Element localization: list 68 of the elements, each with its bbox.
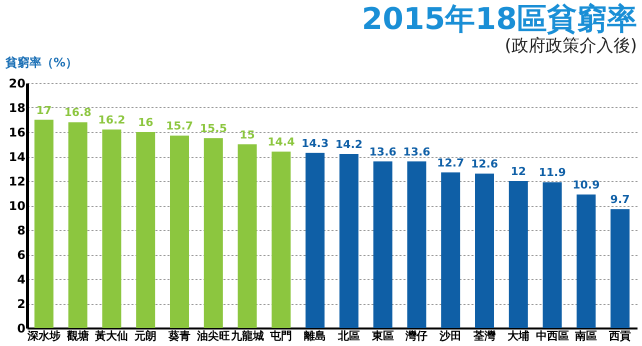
data-label: 9.7 bbox=[610, 193, 630, 206]
data-label: 16.8 bbox=[64, 106, 92, 120]
chart-title: 2015年18區貧窮率 bbox=[362, 2, 637, 37]
bar bbox=[68, 122, 88, 328]
data-label: 14.2 bbox=[335, 138, 363, 152]
x-tick-label: 西貢 bbox=[608, 330, 632, 342]
x-tick-label: 葵青 bbox=[168, 330, 190, 342]
x-tick-label: 觀塘 bbox=[66, 330, 89, 342]
y-tick-label: 6 bbox=[17, 248, 26, 262]
data-label: 13.6 bbox=[403, 145, 431, 158]
x-tick-label: 油尖旺 bbox=[196, 330, 230, 342]
bar bbox=[272, 152, 291, 328]
data-label: 12 bbox=[510, 165, 526, 178]
data-label: 11.9 bbox=[538, 166, 566, 180]
bar bbox=[204, 138, 223, 328]
y-tick-label: 16 bbox=[8, 126, 26, 140]
x-tick-label: 東區 bbox=[370, 330, 394, 342]
y-tick-label: 0 bbox=[17, 322, 26, 336]
y-tick-label: 10 bbox=[8, 199, 26, 213]
y-tick-label: 2 bbox=[17, 297, 26, 311]
bar bbox=[373, 161, 392, 328]
x-tick-label: 離島 bbox=[303, 330, 326, 342]
x-tick-label: 黃大仙 bbox=[94, 330, 128, 342]
bar bbox=[136, 132, 156, 328]
x-tick-label: 灣仔 bbox=[404, 330, 428, 342]
bar bbox=[508, 181, 528, 328]
y-axis-title: 貧窮率（%） bbox=[4, 56, 78, 70]
x-tick-label: 北區 bbox=[336, 330, 360, 342]
data-label: 14.3 bbox=[301, 136, 329, 150]
chart-subtitle: (政府政策介入後) bbox=[504, 36, 637, 56]
data-label: 10.9 bbox=[572, 178, 600, 192]
x-tick-label: 元朗 bbox=[134, 330, 157, 342]
y-tick-label: 12 bbox=[8, 174, 26, 188]
bar bbox=[339, 154, 358, 328]
y-tick-label: 14 bbox=[8, 150, 26, 164]
y-tick-label: 8 bbox=[17, 224, 26, 238]
x-tick-label: 深水埗 bbox=[26, 330, 60, 342]
data-label: 12.7 bbox=[437, 156, 464, 170]
bar bbox=[34, 120, 54, 328]
x-tick-label: 荃灣 bbox=[472, 330, 496, 342]
data-label: 15 bbox=[240, 128, 255, 142]
data-label: 13.6 bbox=[369, 145, 397, 158]
bar bbox=[170, 136, 189, 328]
y-tick-label: 18 bbox=[8, 101, 26, 115]
x-tick-label: 屯門 bbox=[269, 330, 292, 342]
bar bbox=[610, 209, 630, 328]
data-label: 16.2 bbox=[98, 114, 126, 127]
x-tick-label: 大埔 bbox=[507, 330, 530, 342]
bar bbox=[542, 182, 562, 328]
bar bbox=[576, 194, 596, 328]
bar bbox=[407, 161, 426, 328]
bar bbox=[102, 130, 122, 328]
data-label: 14.4 bbox=[268, 136, 296, 149]
x-tick-label: 九龍城 bbox=[230, 330, 264, 342]
y-tick-label: 20 bbox=[8, 76, 26, 90]
x-tick-label: 沙田 bbox=[438, 330, 462, 342]
data-label: 17 bbox=[36, 104, 52, 117]
bar bbox=[306, 152, 325, 328]
y-tick-label: 4 bbox=[17, 272, 26, 286]
data-label: 12.6 bbox=[470, 158, 498, 171]
bar bbox=[441, 172, 460, 328]
bar bbox=[475, 174, 494, 328]
x-tick-label: 中西區 bbox=[536, 330, 569, 342]
data-label: 15.5 bbox=[200, 122, 227, 136]
x-tick-label: 南區 bbox=[574, 330, 598, 342]
bar bbox=[238, 144, 257, 328]
data-label: 16 bbox=[138, 116, 154, 129]
data-label: 15.7 bbox=[166, 120, 194, 133]
